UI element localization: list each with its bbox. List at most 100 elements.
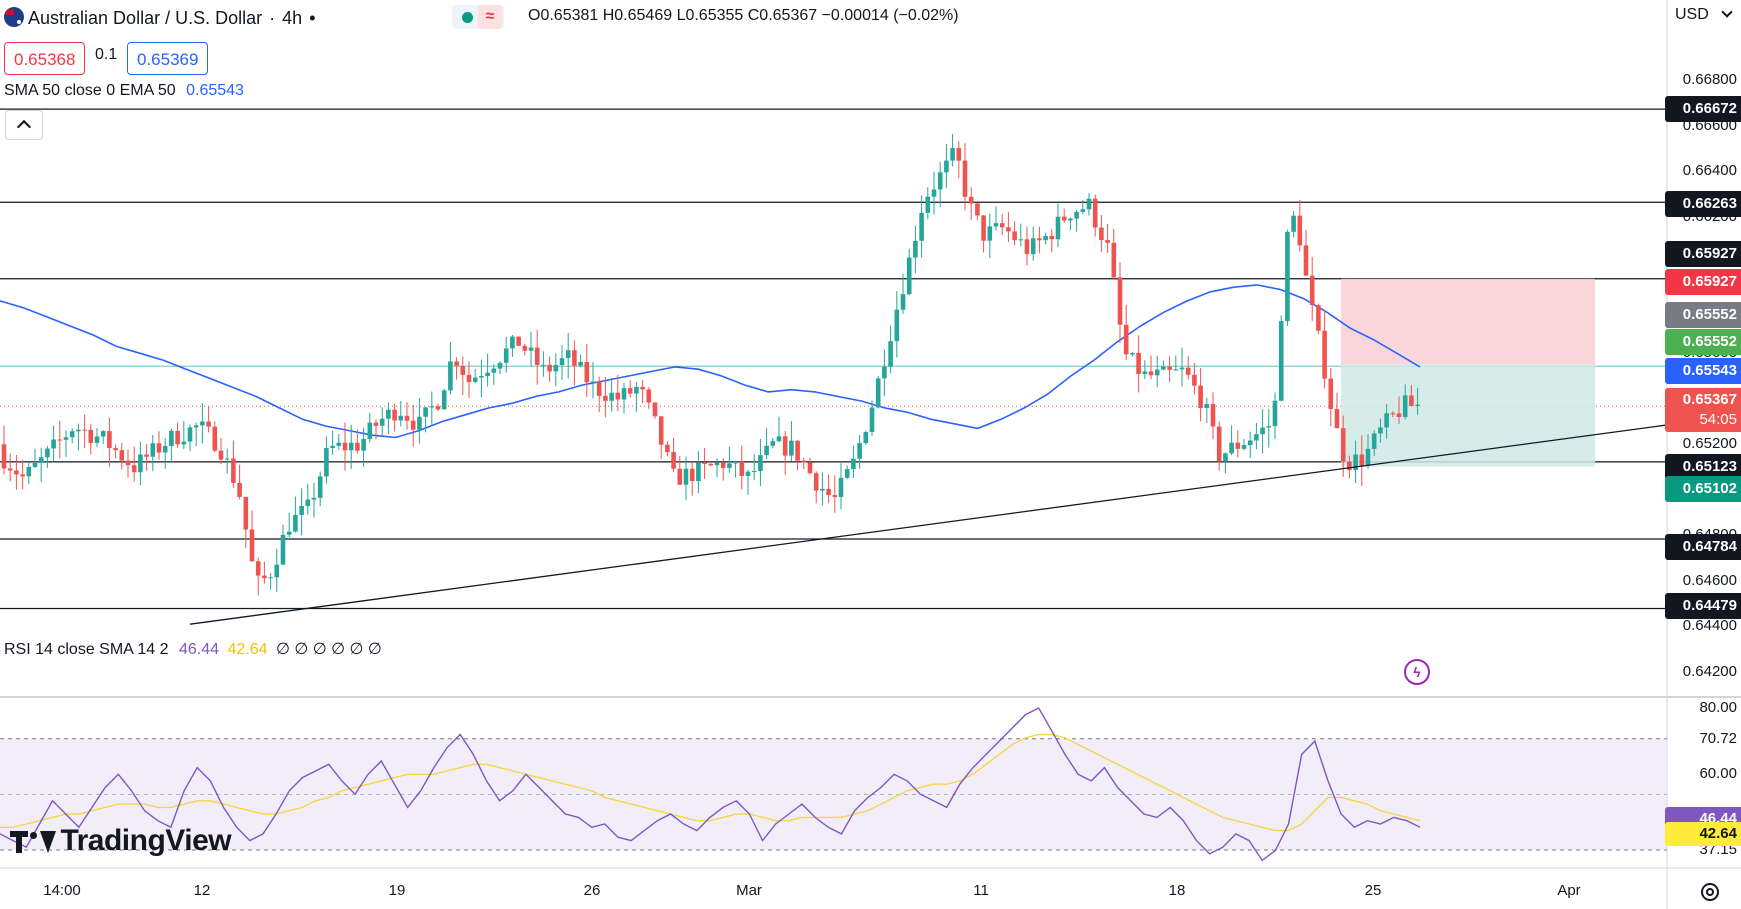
candle <box>497 361 503 375</box>
collapse-legend-button[interactable] <box>5 110 43 140</box>
candle <box>894 291 900 358</box>
candle <box>1223 452 1228 474</box>
candle <box>1117 262 1123 343</box>
time-tick: Apr <box>1557 882 1581 899</box>
candle-body <box>26 466 32 477</box>
candle <box>94 427 100 447</box>
buy-button[interactable]: 0.65369 <box>127 42 209 75</box>
candle <box>1167 356 1172 383</box>
price-tag-label: 0.65927 <box>1682 245 1737 262</box>
sell-button[interactable]: 0.65368 <box>4 42 86 75</box>
candle <box>565 332 571 379</box>
candle <box>925 187 931 220</box>
lightning-icon[interactable]: ϟ <box>1404 659 1430 685</box>
spread-value: 0.1 <box>95 46 118 63</box>
currency-selector[interactable]: USD <box>1675 6 1733 24</box>
candle <box>1285 229 1290 327</box>
candle <box>751 454 757 481</box>
candle-body <box>1390 413 1396 415</box>
candle <box>652 402 658 420</box>
candle-body <box>20 474 25 477</box>
candle <box>1099 215 1104 252</box>
candle-body <box>727 463 732 468</box>
price-tick: 0.64200 <box>1682 663 1737 680</box>
candle-body <box>485 372 490 377</box>
candle-body <box>906 257 912 295</box>
ma-legend[interactable]: SMA 50 close 0 EMA 50 0.65543 <box>4 82 244 100</box>
settings-icon[interactable] <box>1701 883 1719 901</box>
candle <box>237 464 242 500</box>
candle-body <box>584 362 590 383</box>
candle-body <box>1204 404 1210 409</box>
candle <box>609 378 614 412</box>
candle-body <box>665 444 670 453</box>
candle-body <box>993 223 999 227</box>
candle <box>882 349 887 397</box>
candle <box>516 336 521 346</box>
candle-body <box>541 364 546 366</box>
candle <box>38 447 44 482</box>
candle-body <box>404 415 410 421</box>
candle <box>32 448 38 469</box>
candle <box>1142 360 1148 379</box>
candle-body <box>45 448 50 458</box>
candle-body <box>417 416 422 430</box>
candle <box>454 357 459 380</box>
candle-body <box>144 454 149 457</box>
candle <box>875 375 881 409</box>
candle <box>857 435 862 469</box>
candle <box>150 435 156 472</box>
candle <box>1278 315 1284 402</box>
candle-body <box>1291 215 1296 232</box>
symbol-header[interactable]: Australian Dollar / U.S. Dollar · 4h • <box>4 7 318 29</box>
candle-body <box>1024 239 1030 255</box>
candle <box>1006 211 1011 243</box>
candle-body <box>671 452 676 469</box>
price-tag-teal: 0.65102 <box>1665 476 1741 502</box>
candle-body <box>1012 231 1017 241</box>
candle <box>1061 208 1067 224</box>
price-tag-label: 0.66672 <box>1682 100 1737 117</box>
candle-body <box>782 436 788 456</box>
candle-body <box>652 402 658 417</box>
price-tag-black: 0.64479 <box>1665 593 1741 619</box>
candle <box>1092 194 1098 237</box>
candle <box>720 458 726 481</box>
market-status-chip[interactable]: ≈ <box>452 5 504 29</box>
candle <box>1185 356 1191 380</box>
candle-body <box>1086 198 1092 210</box>
candle-body <box>69 431 75 438</box>
candle-body <box>361 438 366 451</box>
candle-body <box>423 407 428 417</box>
candle <box>937 162 943 208</box>
rsi-legend[interactable]: RSI 14 close SMA 14 2 46.44 42.64 ∅ ∅ ∅ … <box>4 639 382 659</box>
candle <box>739 445 745 490</box>
candle-body <box>503 348 509 363</box>
candle <box>1111 228 1117 280</box>
candle <box>156 431 162 460</box>
tradingview-logo[interactable]: TradingView <box>10 824 232 860</box>
candle <box>373 419 379 440</box>
candle <box>423 406 428 433</box>
candle <box>813 471 819 504</box>
candle-body <box>82 429 87 431</box>
candle <box>1037 226 1042 254</box>
candle <box>398 400 404 427</box>
candle-body <box>187 427 193 442</box>
candle-body <box>231 458 236 483</box>
candle <box>1384 404 1389 439</box>
candle <box>1179 347 1185 387</box>
interval-label[interactable]: 4h <box>282 8 303 28</box>
candle <box>1347 455 1352 479</box>
candle-body <box>751 471 757 473</box>
candle <box>342 422 348 471</box>
symbol-title: Australian Dollar / U.S. Dollar <box>28 8 263 28</box>
time-tick: 11 <box>973 882 989 899</box>
candle <box>417 398 422 444</box>
candle-body <box>528 347 534 351</box>
candle <box>758 438 763 486</box>
candle-body <box>169 430 174 447</box>
candle-body <box>553 364 559 372</box>
candle-body <box>162 446 168 453</box>
